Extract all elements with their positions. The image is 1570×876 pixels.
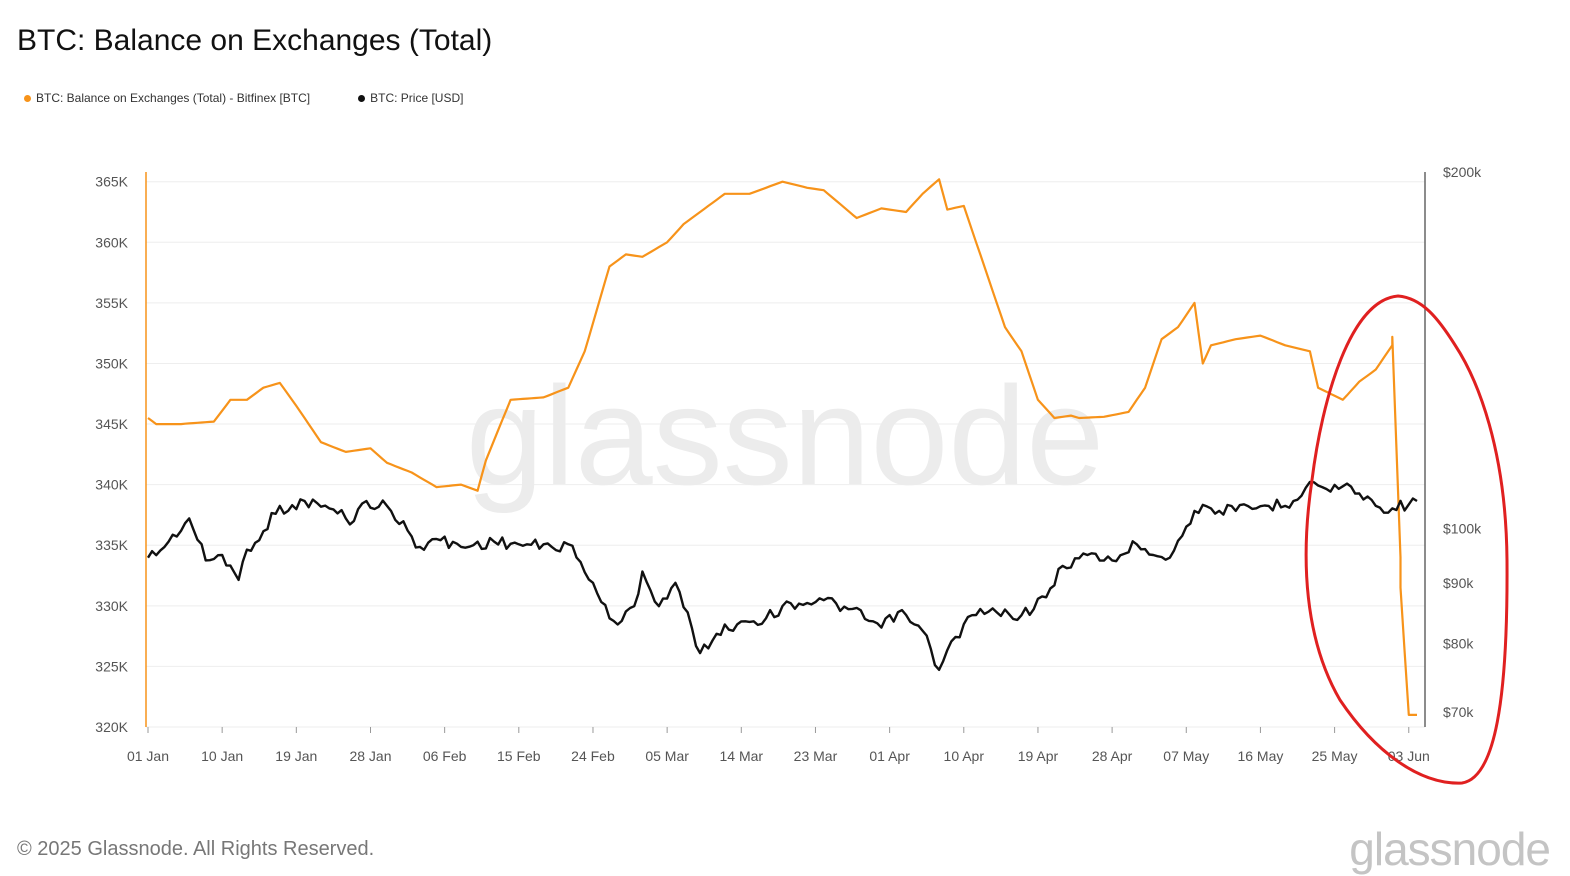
x-tick-label: 14 Mar [720, 748, 764, 764]
y-right-tick-label: $70k [1443, 704, 1474, 720]
y-left-tick-label: 355K [95, 295, 128, 311]
x-tick-label: 28 Jan [349, 748, 391, 764]
x-tick-label: 06 Feb [423, 748, 467, 764]
y-right-tick-label: $100k [1443, 521, 1482, 537]
x-axis: 01 Jan 10 Jan 19 Jan 28 Jan 06 Feb 15 Feb 24 F… [127, 727, 1430, 764]
legend-dot-balance-icon [24, 94, 31, 102]
y-left-tick-label: 340K [95, 477, 128, 493]
x-tick-label: 15 Feb [497, 748, 541, 764]
legend-dot-price-icon [358, 94, 366, 102]
x-tick-label: 07 May [1163, 748, 1209, 764]
x-tick-label: 03 Jun [1388, 748, 1430, 764]
y-left-tick-label: 330K [95, 598, 128, 614]
x-tick-label: 10 Apr [944, 748, 985, 764]
chart-legend: BTC: Balance on Exchanges (Total) - Bitf… [24, 91, 511, 105]
y-left-tick-label: 335K [95, 537, 128, 553]
price-series-line [146, 480, 1418, 671]
y-axis-right: $70k $80k $90k $100k $200k [1443, 164, 1482, 720]
x-tick-label: 10 Jan [201, 748, 243, 764]
legend-item-price[interactable]: BTC: Price [USD] [358, 91, 463, 105]
y-left-tick-label: 350K [95, 355, 128, 371]
x-tick-label: 01 Jan [127, 748, 169, 764]
y-left-tick-label: 360K [95, 234, 128, 250]
y-left-tick-label: 365K [95, 174, 128, 190]
x-tick-label: 19 Jan [275, 748, 317, 764]
y-left-tick-label: 320K [95, 719, 128, 735]
brand-logo: glassnode [1349, 823, 1551, 875]
y-right-tick-label: $90k [1443, 575, 1474, 591]
watermark-text: glassnode [466, 357, 1104, 514]
y-left-tick-label: 325K [95, 658, 128, 674]
x-tick-label: 05 Mar [645, 748, 689, 764]
y-right-tick-label: $80k [1443, 635, 1474, 651]
x-tick-label: 25 May [1312, 748, 1358, 764]
legend-label-balance: BTC: Balance on Exchanges (Total) - Bitf… [36, 91, 311, 105]
x-tick-label: 19 Apr [1018, 748, 1059, 764]
y-axis-left: 320K 325K 330K 335K 340K 345K 350K 355K 360K 365K [95, 174, 128, 735]
x-tick-label: 24 Feb [571, 748, 615, 764]
x-tick-label: 28 Apr [1092, 748, 1133, 764]
legend-label-price: BTC: Price [USD] [370, 91, 464, 105]
legend-item-balance[interactable]: BTC: Balance on Exchanges (Total) - Bitf… [24, 91, 310, 105]
annotation-ellipse [1304, 294, 1509, 785]
x-tick-label: 23 Mar [794, 748, 838, 764]
y-left-tick-label: 345K [95, 416, 128, 432]
chart-title: BTC: Balance on Exchanges (Total) [17, 24, 493, 57]
y-right-tick-label: $200k [1443, 164, 1482, 180]
x-tick-label: 01 Apr [869, 748, 910, 764]
balance-series-line [147, 178, 1417, 716]
x-tick-label: 16 May [1237, 748, 1283, 764]
copyright-footer: © 2025 Glassnode. All Rights Reserved. [17, 838, 375, 860]
